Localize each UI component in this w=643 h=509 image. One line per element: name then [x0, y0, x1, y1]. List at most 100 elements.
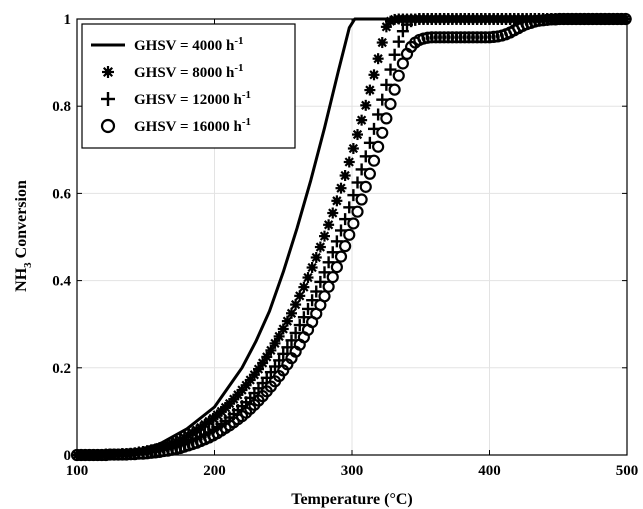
legend-label: GHSV = 16000 h-1	[134, 116, 251, 135]
data-point	[367, 154, 381, 167]
data-point	[376, 37, 388, 49]
asterisk-core	[350, 145, 357, 152]
data-point	[343, 156, 355, 168]
legend-label-superscript: -1	[242, 116, 251, 128]
data-point	[314, 241, 326, 253]
data-point	[360, 99, 372, 111]
data-point	[326, 271, 339, 284]
data-point	[355, 193, 368, 206]
asterisk-core	[304, 274, 312, 281]
data-point	[454, 31, 467, 44]
data-point	[351, 205, 364, 218]
x-tick-label: 500	[616, 463, 639, 479]
legend-entry-4: GHSV = 16000 h-1	[100, 116, 251, 135]
data-point	[442, 31, 455, 44]
data-point	[145, 446, 158, 459]
y-axis-title: NH3 Conversion	[13, 180, 34, 292]
data-point	[368, 69, 380, 81]
data-point	[475, 31, 488, 44]
data-point	[388, 83, 401, 96]
data-point	[298, 281, 310, 293]
data-point	[334, 250, 348, 263]
asterisk-core	[104, 68, 112, 76]
y-axis-title-main: NH	[13, 267, 30, 292]
tick-labels: 100 200 300 400 500 0 0.2 0.4 0.6 0.8 1	[52, 12, 638, 479]
legend-label: GHSV = 8000 h-1	[134, 62, 244, 81]
data-point	[319, 230, 330, 242]
asterisk-core	[333, 197, 340, 204]
asterisk-core	[375, 55, 382, 62]
data-point	[322, 280, 335, 293]
data-point	[277, 323, 289, 335]
data-point	[392, 69, 405, 82]
data-point	[327, 207, 339, 219]
data-point	[286, 307, 297, 319]
data-point	[541, 13, 554, 26]
legend-label-main: GHSV = 4000 h	[134, 38, 235, 54]
asterisk-core	[358, 117, 365, 124]
data-point	[343, 228, 356, 241]
asterisk-core	[259, 359, 266, 367]
asterisk-core	[280, 325, 287, 333]
x-tick-label: 300	[341, 463, 364, 479]
legend-plus-swatch	[101, 92, 115, 106]
legend-label: GHSV = 4000 h-1	[134, 35, 244, 54]
data-point	[265, 344, 277, 356]
data-point	[356, 114, 368, 126]
data-point	[306, 294, 319, 307]
data-point	[323, 219, 335, 231]
data-point	[269, 337, 281, 349]
data-point	[302, 272, 314, 284]
asterisk-core	[370, 71, 378, 78]
data-point	[141, 447, 154, 460]
asterisk-core	[362, 102, 369, 109]
asterisk-core	[288, 310, 295, 317]
x-tick-label: 400	[478, 463, 501, 479]
data-point	[132, 447, 145, 460]
data-point	[532, 14, 546, 27]
legend-label: GHSV = 12000 h-1	[134, 89, 251, 108]
legend-label-superscript: -1	[234, 35, 243, 47]
data-point	[376, 126, 389, 139]
legend-label-main: GHSV = 8000 h	[134, 65, 235, 81]
legend-entry-3: GHSV = 12000 h-1	[101, 89, 251, 108]
data-point	[290, 299, 302, 311]
legend-label-superscript: -1	[234, 62, 243, 74]
data-point	[462, 31, 475, 44]
data-point	[335, 182, 347, 194]
legend-label-superscript: -1	[242, 89, 251, 101]
y-axis-title-rest: Conversion	[13, 180, 30, 262]
data-point	[364, 84, 376, 96]
data-point	[339, 240, 352, 253]
data-point	[396, 57, 409, 70]
data-point	[396, 25, 409, 38]
data-point	[322, 256, 335, 269]
asterisk-core	[346, 158, 353, 166]
legend-asterisk-swatch	[102, 66, 114, 78]
asterisk-core	[263, 353, 270, 360]
x-axis-title: Temperature (°C)	[291, 491, 412, 508]
data-point	[433, 31, 447, 44]
legend-label-main: GHSV = 16000 h	[134, 119, 243, 135]
asterisk-core	[309, 264, 316, 271]
data-point	[297, 311, 310, 324]
data-point	[253, 363, 264, 375]
data-point	[318, 266, 331, 279]
legend-entry-1: GHSV = 4000 h-1	[91, 35, 244, 54]
data-point	[157, 444, 170, 458]
asterisk-core	[325, 221, 332, 228]
asterisk-core	[313, 254, 320, 261]
data-point	[384, 97, 397, 111]
data-point	[425, 31, 438, 44]
data-point	[330, 260, 343, 274]
data-point	[128, 448, 141, 461]
data-point	[380, 78, 393, 91]
y-tick-label: 0.6	[52, 186, 71, 202]
data-point	[149, 446, 162, 459]
data-point	[372, 53, 384, 65]
asterisk-core	[366, 87, 373, 94]
data-point	[380, 112, 393, 125]
data-point	[302, 302, 314, 315]
